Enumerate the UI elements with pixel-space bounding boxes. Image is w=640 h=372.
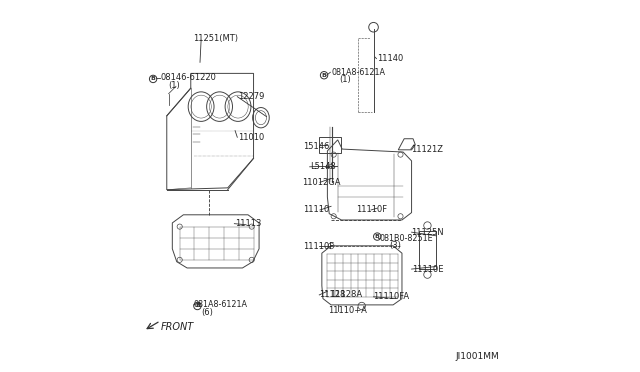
Circle shape <box>194 302 201 310</box>
Text: L5148: L5148 <box>310 162 335 171</box>
Text: 08146-61220: 08146-61220 <box>161 73 216 82</box>
Text: 11251(MT): 11251(MT) <box>193 34 237 43</box>
Text: B: B <box>195 304 200 308</box>
Text: B: B <box>150 76 156 81</box>
Text: (3): (3) <box>389 241 401 250</box>
Text: B: B <box>375 234 380 239</box>
Text: 11113: 11113 <box>235 219 262 228</box>
Text: 15146: 15146 <box>303 142 330 151</box>
Text: 11110F: 11110F <box>303 243 335 251</box>
Text: 11110E: 11110E <box>412 264 444 273</box>
Text: 11110F: 11110F <box>356 205 387 215</box>
Text: JI1001MM: JI1001MM <box>456 352 500 361</box>
Text: 081A8-6121A: 081A8-6121A <box>194 300 248 310</box>
Circle shape <box>149 75 157 83</box>
Text: (6): (6) <box>201 308 213 317</box>
Text: 11128: 11128 <box>319 291 346 299</box>
Text: 11110FA: 11110FA <box>374 292 410 301</box>
Text: 11121Z: 11121Z <box>412 145 444 154</box>
Text: FRONT: FRONT <box>161 322 194 332</box>
Circle shape <box>374 233 381 240</box>
Text: 11010: 11010 <box>238 133 264 142</box>
Text: 11110+A: 11110+A <box>328 306 367 315</box>
Text: (1): (1) <box>339 75 351 84</box>
Text: (1): (1) <box>168 81 180 90</box>
Text: 11128A: 11128A <box>330 291 362 299</box>
Text: 12279: 12279 <box>238 92 264 101</box>
Text: 11125N: 11125N <box>412 228 444 237</box>
Text: 11012GA: 11012GA <box>302 178 340 187</box>
Text: 081B0-8251E: 081B0-8251E <box>379 234 433 243</box>
Text: 11140: 11140 <box>377 54 403 63</box>
Circle shape <box>321 71 328 79</box>
Text: 081A8-6121A: 081A8-6121A <box>331 68 385 77</box>
Text: 11110: 11110 <box>303 205 330 215</box>
Text: B: B <box>322 73 326 78</box>
